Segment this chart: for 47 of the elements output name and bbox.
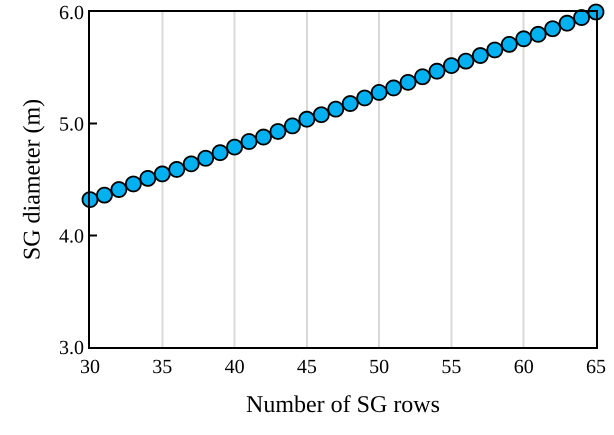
- point: [443, 57, 460, 74]
- point: [400, 74, 416, 91]
- point: [240, 133, 258, 150]
- point: [515, 30, 532, 48]
- point: [212, 144, 229, 162]
- point: [558, 14, 576, 32]
- point: [544, 20, 562, 38]
- x-tick-label: 30: [80, 356, 100, 378]
- y-tick-label: 3.0: [59, 337, 84, 359]
- x-tick-label: 55: [441, 356, 462, 378]
- point: [500, 36, 518, 53]
- point: [124, 176, 142, 192]
- x-tick-label: 40: [224, 356, 245, 378]
- x-tick-label: 65: [586, 356, 606, 378]
- point: [139, 170, 156, 187]
- point: [284, 118, 301, 134]
- point: [327, 100, 344, 118]
- point: [385, 80, 402, 96]
- point: [182, 155, 200, 172]
- point: [270, 123, 286, 140]
- point: [96, 186, 113, 204]
- point: [197, 150, 214, 167]
- point: [457, 52, 474, 70]
- x-tick-label: 60: [514, 356, 534, 378]
- point: [486, 42, 504, 58]
- x-tick-label: 45: [296, 356, 317, 378]
- point: [428, 62, 446, 80]
- x-axis-title: Number of SG rows: [246, 392, 440, 418]
- point: [414, 68, 431, 86]
- y-axis-title: SG diameter (m): [20, 98, 46, 260]
- x-tick-label: 35: [152, 356, 172, 378]
- point: [110, 181, 128, 198]
- point: [342, 95, 359, 112]
- point: [298, 110, 316, 128]
- point: [154, 166, 171, 182]
- point: [255, 128, 272, 146]
- point: [356, 90, 374, 106]
- x-tick-label: 50: [369, 356, 390, 378]
- y-tick-label: 4.0: [59, 225, 84, 248]
- point: [472, 47, 489, 64]
- point: [168, 161, 186, 178]
- y-tick-label: 6.0: [59, 2, 84, 24]
- point: [530, 26, 547, 43]
- point: [370, 84, 388, 101]
- point: [312, 106, 330, 124]
- point: [226, 138, 243, 156]
- y-tick-label: 5.0: [59, 114, 84, 136]
